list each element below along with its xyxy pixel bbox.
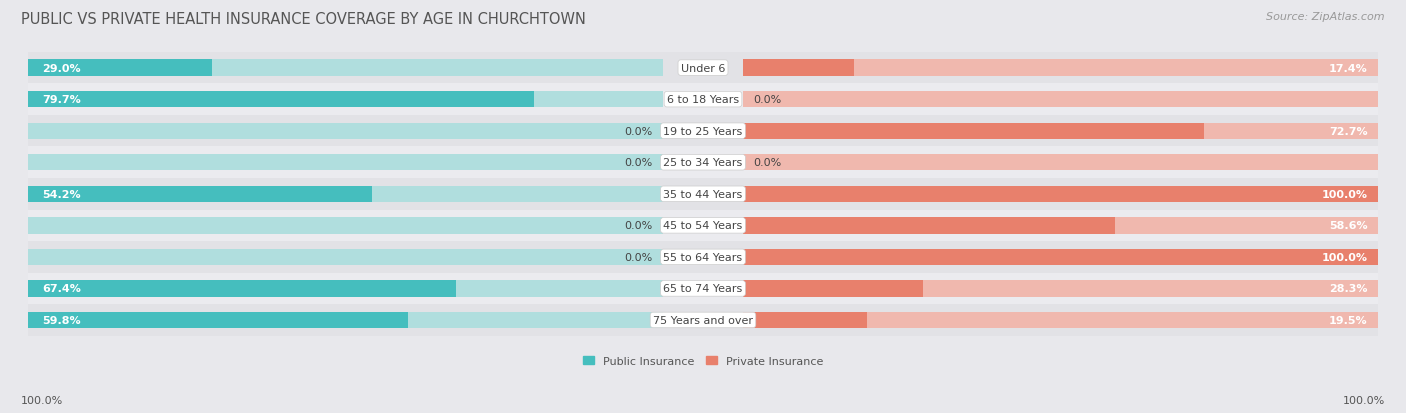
- Text: 19 to 25 Years: 19 to 25 Years: [664, 126, 742, 136]
- Bar: [28, 178, 1378, 210]
- Bar: [28, 280, 456, 297]
- Bar: [28, 186, 662, 202]
- Text: 67.4%: 67.4%: [42, 284, 82, 294]
- Text: 58.6%: 58.6%: [1329, 221, 1368, 231]
- Bar: [28, 249, 662, 266]
- Bar: [28, 123, 662, 140]
- Bar: [28, 60, 662, 77]
- Text: 6 to 18 Years: 6 to 18 Years: [666, 95, 740, 105]
- Text: 54.2%: 54.2%: [42, 189, 80, 199]
- Text: 45 to 54 Years: 45 to 54 Years: [664, 221, 742, 231]
- Text: Source: ZipAtlas.com: Source: ZipAtlas.com: [1267, 12, 1385, 22]
- Text: 28.3%: 28.3%: [1329, 284, 1368, 294]
- Text: 79.7%: 79.7%: [42, 95, 80, 105]
- Text: 25 to 34 Years: 25 to 34 Years: [664, 158, 742, 168]
- Text: 55 to 64 Years: 55 to 64 Years: [664, 252, 742, 262]
- Bar: [744, 312, 868, 328]
- Text: 100.0%: 100.0%: [1343, 395, 1385, 405]
- Text: 75 Years and over: 75 Years and over: [652, 315, 754, 325]
- Bar: [744, 123, 1205, 140]
- Legend: Public Insurance, Private Insurance: Public Insurance, Private Insurance: [579, 351, 827, 370]
- Bar: [744, 60, 1378, 77]
- Bar: [28, 53, 1378, 84]
- Bar: [28, 273, 1378, 304]
- Text: 17.4%: 17.4%: [1329, 64, 1368, 74]
- Bar: [28, 186, 373, 202]
- Bar: [28, 312, 408, 328]
- Bar: [744, 249, 1378, 266]
- Text: 0.0%: 0.0%: [624, 126, 652, 136]
- Text: Under 6: Under 6: [681, 64, 725, 74]
- Bar: [744, 186, 1378, 202]
- Bar: [744, 186, 1378, 202]
- Text: PUBLIC VS PRIVATE HEALTH INSURANCE COVERAGE BY AGE IN CHURCHTOWN: PUBLIC VS PRIVATE HEALTH INSURANCE COVER…: [21, 12, 586, 27]
- Bar: [744, 60, 853, 77]
- Bar: [28, 147, 1378, 178]
- Bar: [744, 218, 1115, 234]
- Bar: [744, 312, 1378, 328]
- Bar: [28, 116, 1378, 147]
- Bar: [28, 312, 662, 328]
- Bar: [28, 218, 662, 234]
- Text: 59.8%: 59.8%: [42, 315, 80, 325]
- Bar: [28, 60, 212, 77]
- Bar: [744, 249, 1378, 266]
- Bar: [28, 92, 662, 108]
- Bar: [28, 84, 1378, 116]
- Text: 19.5%: 19.5%: [1329, 315, 1368, 325]
- Bar: [744, 280, 1378, 297]
- Text: 100.0%: 100.0%: [1322, 189, 1368, 199]
- Bar: [744, 218, 1378, 234]
- Text: 0.0%: 0.0%: [754, 95, 782, 105]
- Text: 29.0%: 29.0%: [42, 64, 80, 74]
- Bar: [744, 155, 1378, 171]
- Bar: [744, 280, 922, 297]
- Text: 72.7%: 72.7%: [1329, 126, 1368, 136]
- Text: 65 to 74 Years: 65 to 74 Years: [664, 284, 742, 294]
- Bar: [28, 304, 1378, 336]
- Text: 0.0%: 0.0%: [624, 252, 652, 262]
- Bar: [744, 92, 1378, 108]
- Bar: [28, 280, 662, 297]
- Bar: [28, 155, 662, 171]
- Bar: [28, 242, 1378, 273]
- Text: 0.0%: 0.0%: [754, 158, 782, 168]
- Text: 0.0%: 0.0%: [624, 221, 652, 231]
- Bar: [28, 92, 534, 108]
- Text: 100.0%: 100.0%: [1322, 252, 1368, 262]
- Bar: [744, 123, 1378, 140]
- Text: 0.0%: 0.0%: [624, 158, 652, 168]
- Bar: [28, 210, 1378, 242]
- Text: 35 to 44 Years: 35 to 44 Years: [664, 189, 742, 199]
- Text: 100.0%: 100.0%: [21, 395, 63, 405]
